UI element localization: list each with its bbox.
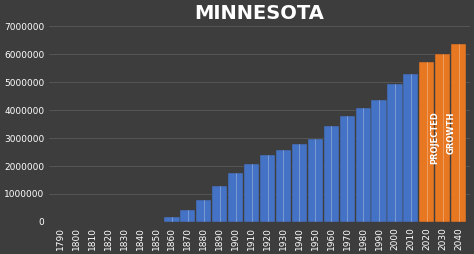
Bar [260, 155, 275, 222]
Bar [324, 126, 339, 222]
Bar [292, 144, 307, 222]
Bar [419, 62, 434, 222]
Bar [164, 217, 180, 222]
Bar [403, 74, 419, 222]
Bar [308, 138, 323, 222]
Bar [451, 44, 466, 222]
Bar [419, 62, 434, 222]
Bar [228, 173, 243, 222]
Bar [339, 116, 355, 222]
Bar [387, 84, 402, 222]
Bar [372, 100, 387, 222]
Bar [244, 164, 259, 222]
Title: MINNESOTA: MINNESOTA [195, 4, 325, 23]
Bar [180, 210, 195, 222]
Bar [196, 200, 211, 222]
Text: GROWTH: GROWTH [446, 111, 455, 154]
Text: PROJECTED: PROJECTED [430, 112, 439, 165]
Bar [356, 108, 371, 222]
Bar [276, 150, 291, 222]
Bar [435, 54, 450, 222]
Bar [212, 185, 228, 222]
